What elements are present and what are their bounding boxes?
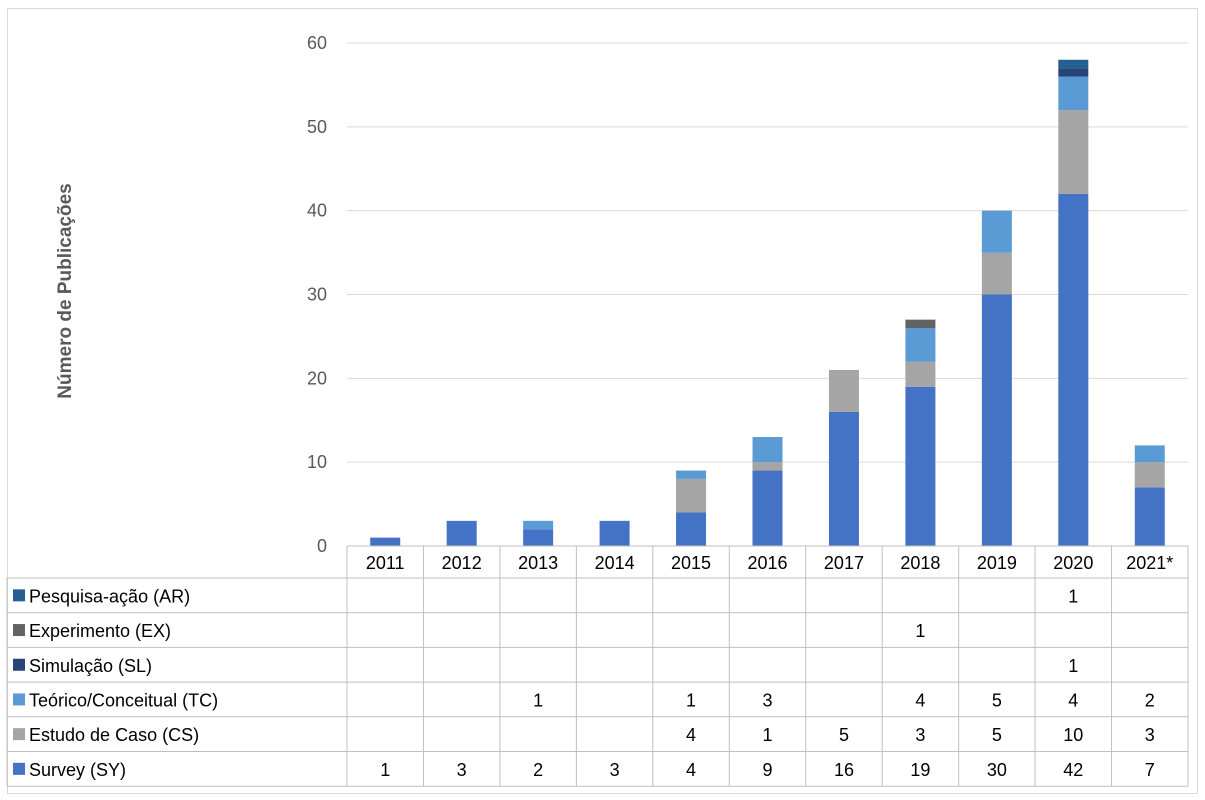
chart-frame	[7, 8, 1198, 794]
bar-estudo-de-caso-cs-2017	[828, 369, 859, 412]
x-tick-label: 2015	[671, 553, 711, 573]
data-label: 1	[762, 725, 772, 745]
bar-estudo-de-caso-cs-2020	[1058, 110, 1089, 194]
bar-estudo-de-caso-cs-2018	[905, 361, 936, 387]
data-label: 7	[1145, 760, 1155, 780]
data-label: 30	[987, 760, 1007, 780]
bar-estudo-de-caso-cs-2021	[1134, 462, 1165, 488]
x-tick-label: 2018	[900, 553, 940, 573]
legend-key-simula-o-sl	[13, 658, 25, 671]
x-tick-label: 2020	[1053, 553, 1093, 573]
data-label: 9	[762, 760, 772, 780]
bar-estudo-de-caso-cs-2016	[752, 462, 783, 471]
bar-simula-o-sl-2020	[1058, 68, 1089, 77]
bar-survey-sy-2015	[676, 512, 707, 546]
data-label: 16	[834, 760, 854, 780]
bar-survey-sy-2014	[599, 520, 630, 546]
legend-key-pesquisa-a-o-ar	[13, 589, 25, 602]
data-label: 3	[457, 760, 467, 780]
bar-estudo-de-caso-cs-2015	[676, 478, 707, 513]
bar-survey-sy-2016	[752, 470, 783, 546]
data-label: 3	[915, 725, 925, 745]
bar-te-rico-conceitual-tc-2021	[1134, 445, 1165, 463]
data-label: 2	[1145, 690, 1155, 710]
data-label: 1	[533, 690, 543, 710]
legend-label-te-rico-conceitual-tc: Teórico/Conceitual (TC)	[29, 690, 218, 710]
bar-survey-sy-2013	[523, 529, 554, 546]
data-label: 3	[1145, 725, 1155, 745]
bar-survey-sy-2017	[828, 411, 859, 546]
data-label: 1	[915, 621, 925, 641]
legend-key-estudo-de-caso-cs	[13, 728, 25, 741]
data-label: 5	[839, 725, 849, 745]
y-tick-label: 30	[307, 285, 327, 305]
bar-survey-sy-2021	[1134, 487, 1165, 546]
bar-survey-sy-2018	[905, 386, 936, 546]
x-tick-label: 2019	[977, 553, 1017, 573]
y-tick-label: 10	[307, 452, 327, 472]
y-axis-label: Número de Publicações	[55, 183, 76, 398]
data-label: 1	[686, 690, 696, 710]
legend-key-experimento-ex	[13, 624, 25, 637]
x-tick-label: 2014	[595, 553, 635, 573]
data-label: 4	[915, 690, 925, 710]
data-label: 3	[610, 760, 620, 780]
bar-pesquisa-a-o-ar-2020	[1058, 59, 1089, 69]
y-tick-label: 60	[307, 33, 327, 53]
x-tick-label: 2013	[518, 553, 558, 573]
y-tick-label: 20	[307, 368, 327, 388]
data-label: 5	[992, 690, 1002, 710]
data-label: 5	[992, 725, 1002, 745]
x-tick-label: 2011	[366, 553, 405, 573]
x-tick-label: 2012	[442, 553, 482, 573]
x-tick-label: 2021*	[1126, 553, 1173, 573]
data-label: 19	[910, 760, 930, 780]
bar-survey-sy-2020	[1058, 193, 1089, 546]
data-label: 4	[1068, 690, 1078, 710]
data-label: 1	[380, 760, 390, 780]
legend-label-survey-sy: Survey (SY)	[29, 760, 126, 780]
legend-label-estudo-de-caso-cs: Estudo de Caso (CS)	[29, 725, 199, 745]
data-label: 1	[1068, 586, 1078, 606]
data-label: 42	[1063, 760, 1083, 780]
x-tick-label: 2016	[747, 553, 787, 573]
bar-te-rico-conceitual-tc-2020	[1058, 76, 1089, 111]
data-label: 1	[1068, 656, 1078, 676]
legend-key-te-rico-conceitual-tc	[13, 693, 25, 706]
bar-te-rico-conceitual-tc-2013	[523, 520, 554, 530]
y-tick-label: 0	[317, 536, 327, 556]
bar-estudo-de-caso-cs-2019	[981, 252, 1012, 295]
bar-te-rico-conceitual-tc-2015	[676, 470, 707, 479]
bar-survey-sy-2012	[446, 520, 477, 546]
legend-label-pesquisa-a-o-ar: Pesquisa-ação (AR)	[29, 586, 190, 606]
data-label: 2	[533, 760, 543, 780]
bar-experimento-ex-2018	[905, 319, 936, 329]
bar-te-rico-conceitual-tc-2019	[981, 210, 1012, 253]
y-tick-label: 50	[307, 117, 327, 137]
bar-survey-sy-2011	[370, 537, 401, 546]
data-label: 10	[1063, 725, 1083, 745]
bar-te-rico-conceitual-tc-2016	[752, 437, 783, 463]
legend-label-experimento-ex: Experimento (EX)	[29, 621, 171, 641]
data-label: 4	[686, 760, 696, 780]
data-label: 4	[686, 725, 696, 745]
x-tick-label: 2017	[824, 553, 864, 573]
legend-key-survey-sy	[13, 762, 25, 775]
bar-survey-sy-2019	[981, 294, 1012, 546]
legend-label-simula-o-sl: Simulação (SL)	[29, 656, 152, 676]
bar-te-rico-conceitual-tc-2018	[905, 328, 936, 362]
y-tick-label: 40	[307, 201, 327, 221]
data-label: 3	[762, 690, 772, 710]
